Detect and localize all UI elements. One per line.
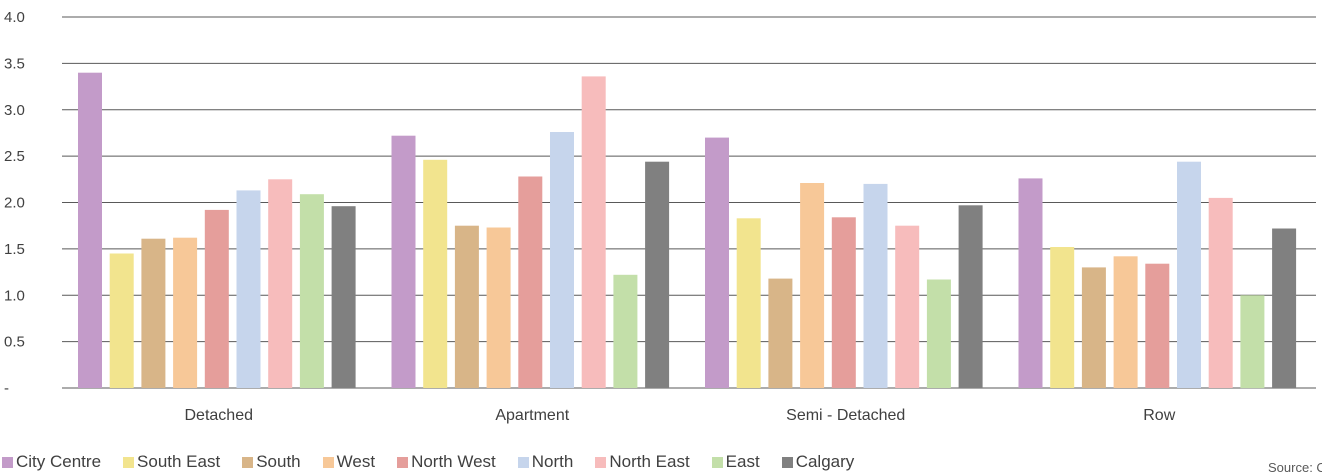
legend-label: Calgary: [795, 452, 855, 471]
bar-east-row: [1240, 295, 1265, 389]
bar-city-centre-detached: [78, 72, 102, 388]
bar-city-centre-apartment: [391, 135, 416, 388]
legend-item: South East: [123, 452, 220, 472]
legend-item: North East: [595, 452, 690, 472]
bar-south-east-detached: [109, 253, 134, 388]
y-tick-label: 1.5: [4, 241, 25, 258]
legend-swatch: [595, 456, 607, 468]
legend-swatch: [517, 456, 529, 468]
legend-item: North West: [397, 452, 496, 472]
x-axis-categories: Detached Apartment Semi - Detached Row: [185, 407, 1176, 424]
bar-west-apartment: [486, 227, 511, 388]
x-category-label: Semi - Detached: [786, 407, 905, 424]
y-tick-label: -: [4, 380, 9, 397]
y-tick-label: 0.5: [4, 334, 25, 351]
y-tick-label: 2.0: [4, 195, 25, 212]
y-tick-label: 2.5: [4, 148, 25, 165]
bar-calgary-detached: [331, 206, 356, 388]
bar-north-east-detached: [268, 179, 293, 388]
bar-south-detached: [141, 238, 166, 388]
bar-north-east-apartment: [581, 76, 606, 389]
legend-label: City Centre: [16, 452, 102, 471]
bar-north-west-apartment: [518, 176, 543, 388]
bar-east-semi-detached: [926, 279, 951, 388]
legend-item: West: [322, 452, 376, 472]
legend-label: North West: [411, 452, 496, 471]
bar-north-west-detached: [204, 209, 229, 388]
bar-east-detached: [299, 194, 324, 388]
legend-label: West: [336, 452, 376, 471]
bar-west-row: [1113, 256, 1138, 388]
bar-calgary-row: [1272, 228, 1297, 388]
bar-north-row: [1177, 161, 1201, 388]
legend-label: South East: [137, 452, 221, 471]
bar-south-east-apartment: [423, 159, 448, 388]
y-tick-label: 4.0: [4, 9, 25, 26]
bar-calgary-semi-detached: [958, 205, 983, 388]
legend-swatch: [123, 456, 135, 468]
y-axis-ticks: - 0.5 1.0 1.5 2.0 2.5 3.0 3.5 4.0: [4, 9, 25, 397]
legend-item: Calgary: [781, 452, 855, 472]
x-category-label: Row: [1143, 407, 1175, 424]
legend-swatch: [2, 456, 13, 468]
bar-north-west-semi-detached: [831, 217, 856, 388]
bar-west-detached: [173, 237, 198, 388]
bar-north-east-semi-detached: [895, 225, 920, 388]
legend-item: North: [517, 452, 574, 472]
bar-city-centre-row: [1018, 178, 1043, 388]
legend: City Centre South East South West North West…: [2, 452, 876, 472]
y-tick-label: 3.5: [4, 55, 25, 72]
legend-swatch: [397, 456, 409, 468]
bar-west-semi-detached: [800, 183, 825, 388]
legend-item: East: [711, 452, 760, 472]
bar-south-row: [1081, 267, 1106, 388]
x-category-label: Apartment: [495, 407, 569, 424]
bar-calgary-apartment: [645, 161, 670, 388]
y-tick-label: 3.0: [4, 102, 25, 119]
bar-east-apartment: [613, 274, 638, 388]
legend-label: East: [725, 452, 760, 471]
bar-south-east-row: [1050, 247, 1075, 388]
legend-item: City Centre: [2, 452, 101, 472]
bar-north-detached: [236, 190, 261, 388]
bar-chart: - 0.5 1.0 1.5 2.0 2.5 3.0 3.5 4.0 Detached Apartm…: [4, 9, 1316, 424]
legend-item: South: [242, 452, 301, 472]
bar-north-semi-detached: [863, 183, 888, 388]
legend-label: South: [256, 452, 301, 471]
y-tick-label: 1.0: [4, 287, 25, 304]
bar-south-east-semi-detached: [736, 218, 761, 388]
x-category-label: Detached: [185, 407, 254, 424]
bar-south-apartment: [454, 225, 479, 388]
legend-label: North East: [609, 452, 690, 471]
source-note: Source: CR: [1268, 460, 1322, 475]
bar-city-centre-semi-detached: [705, 137, 729, 388]
bars: [78, 72, 1297, 389]
bar-south-semi-detached: [768, 278, 793, 388]
legend-swatch: [781, 456, 793, 468]
legend-swatch: [711, 456, 723, 468]
bar-north-east-row: [1208, 197, 1233, 388]
legend-swatch: [322, 456, 334, 468]
bar-north-west-row: [1145, 263, 1170, 388]
bar-north-apartment: [550, 132, 574, 388]
legend-swatch: [242, 456, 254, 468]
legend-label: North: [531, 452, 574, 471]
